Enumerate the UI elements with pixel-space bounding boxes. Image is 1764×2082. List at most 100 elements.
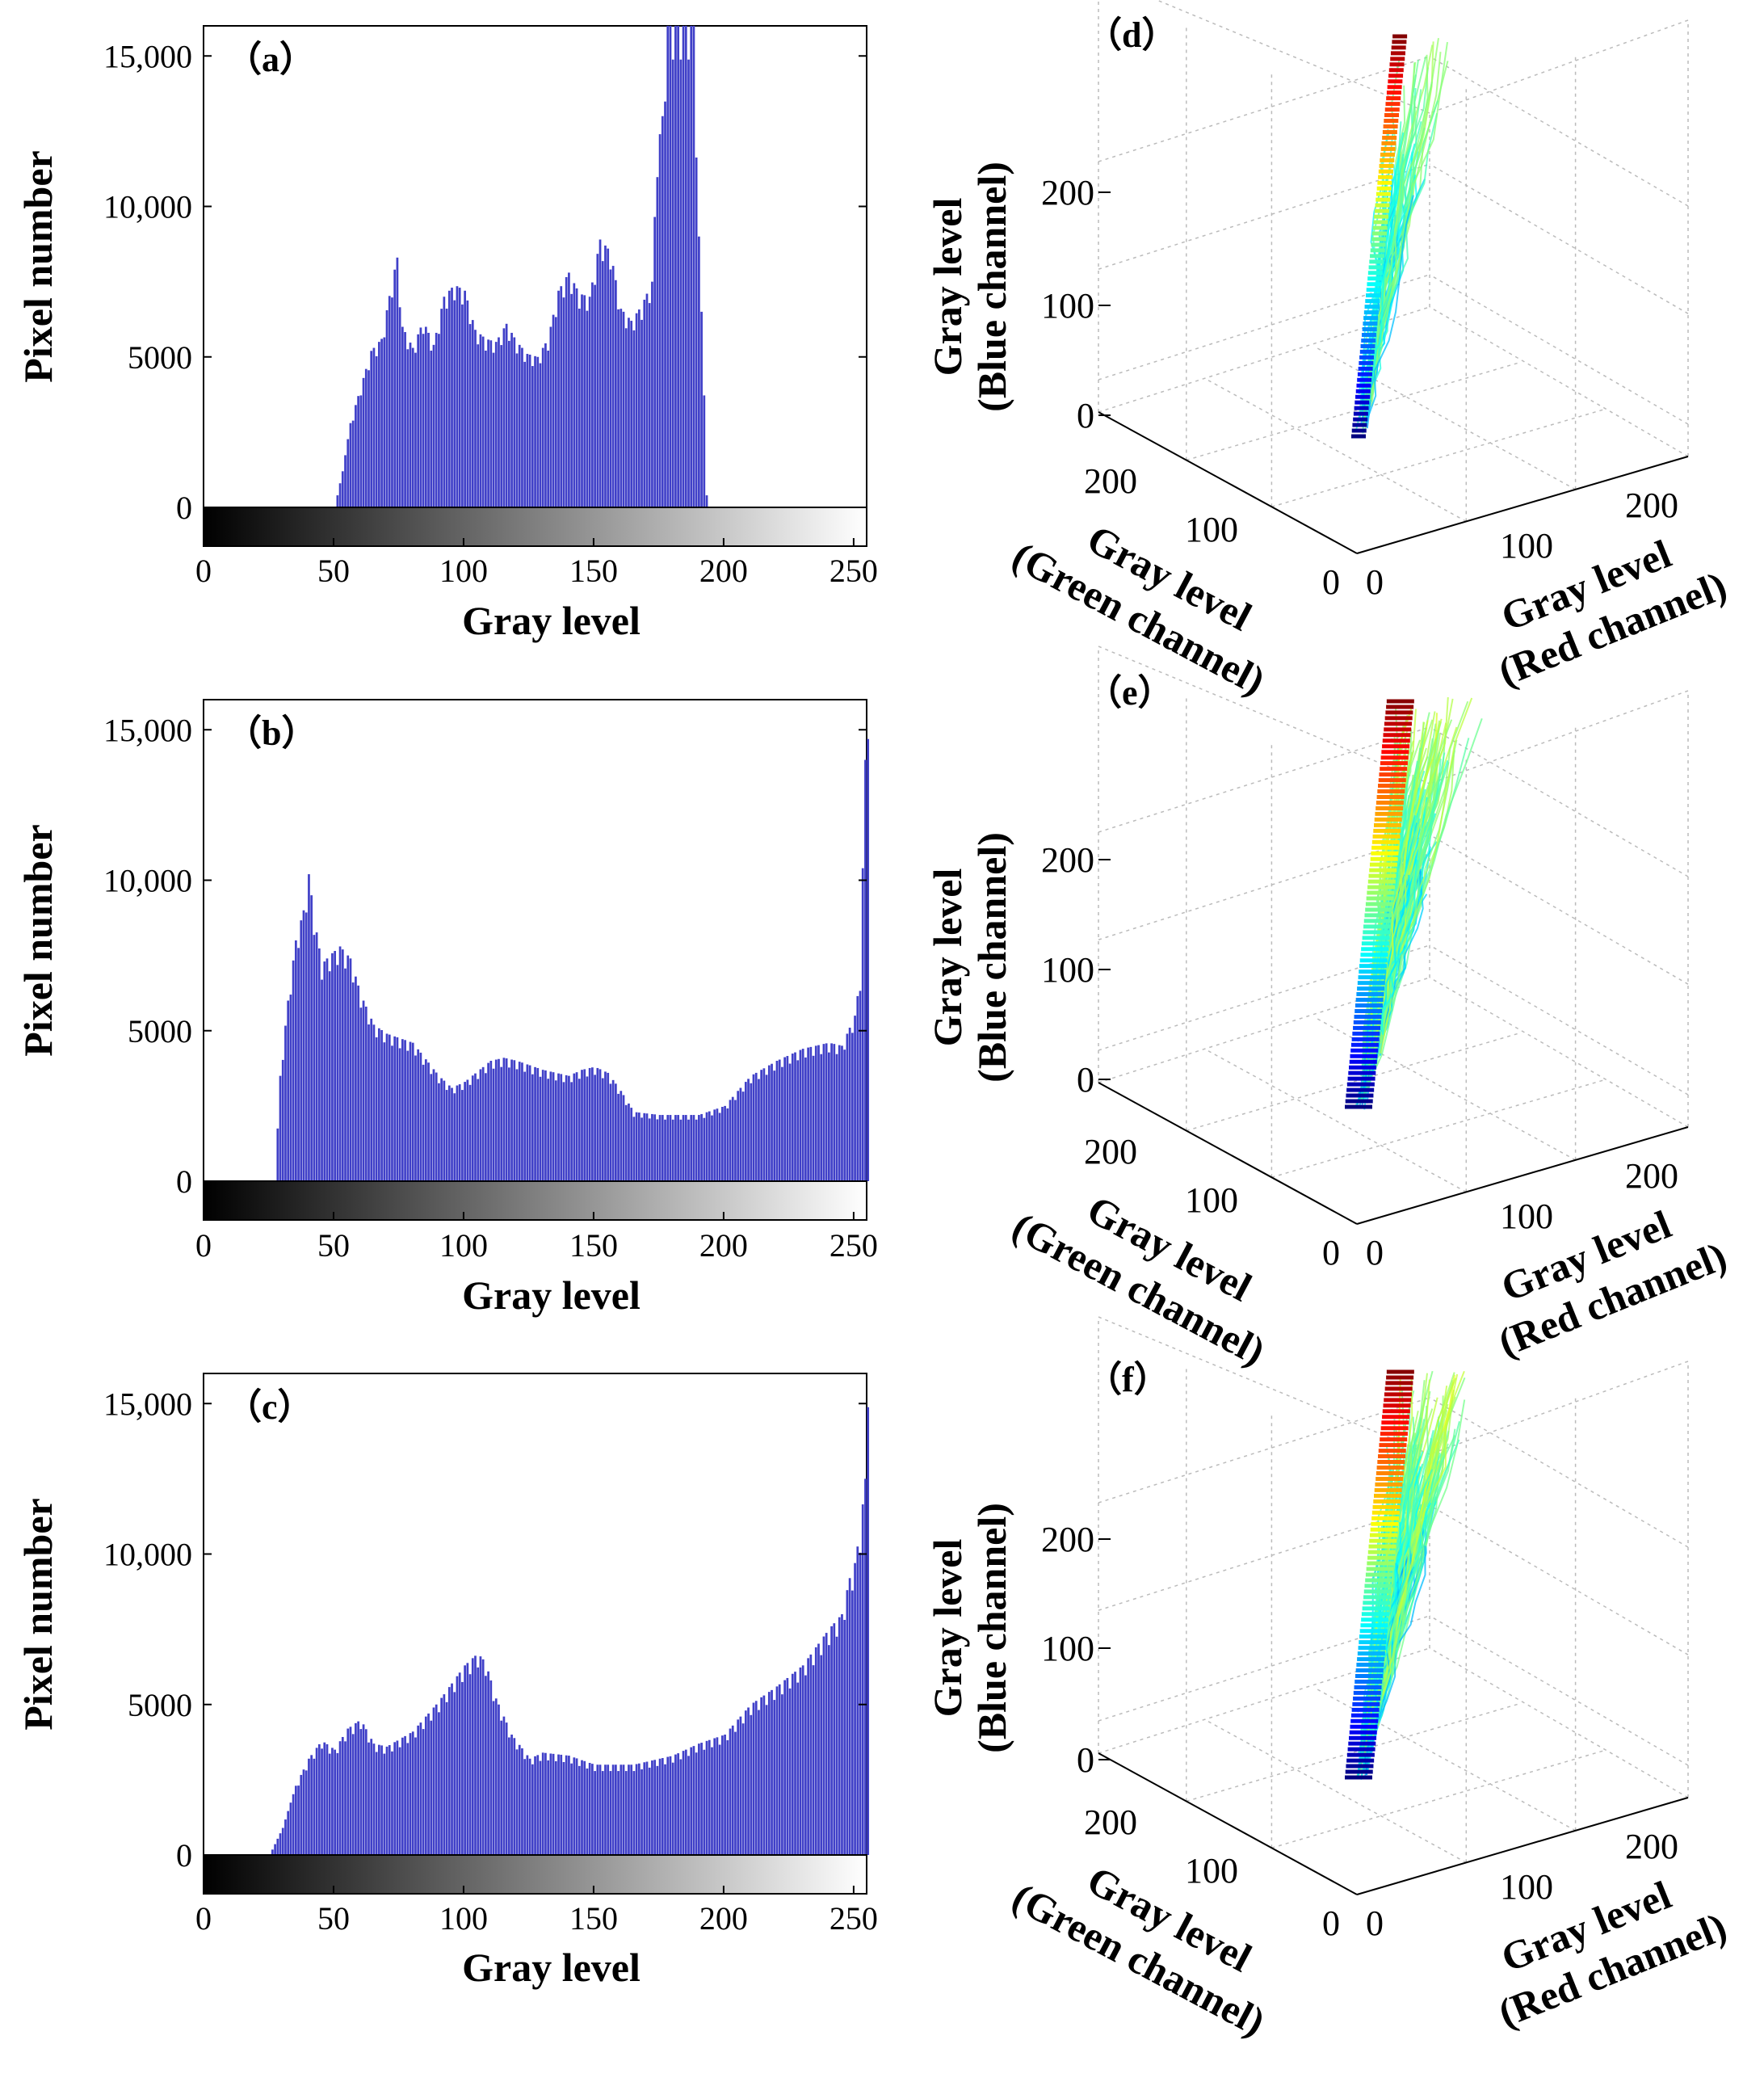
histogram-bar bbox=[598, 239, 602, 507]
histogram-bar bbox=[336, 495, 339, 507]
y-tick-label: 10,000 bbox=[103, 189, 192, 225]
histogram-bar bbox=[586, 310, 589, 507]
x-tick-label: 250 bbox=[830, 553, 878, 589]
y-tick-label: 5000 bbox=[128, 1013, 192, 1049]
histogram-bar bbox=[289, 1802, 292, 1855]
histogram-bar bbox=[804, 1057, 807, 1181]
point-cloud bbox=[1345, 1369, 1466, 1780]
x-tick-label: 200 bbox=[699, 553, 748, 589]
grayscale-colorbar bbox=[203, 1854, 867, 1895]
histogram-bar bbox=[560, 1074, 563, 1181]
histogram-bar bbox=[388, 1745, 391, 1855]
histogram-bar bbox=[380, 339, 383, 507]
z-tick-label: 0 bbox=[1077, 1740, 1094, 1780]
histogram-bar bbox=[586, 1768, 589, 1855]
histogram-bar bbox=[313, 1758, 316, 1855]
histogram-bar bbox=[692, 1746, 695, 1855]
histogram-bar bbox=[591, 282, 594, 507]
z-tick-label: 200 bbox=[1041, 173, 1094, 212]
histogram-bar bbox=[705, 1740, 708, 1855]
histogram-bar bbox=[396, 1037, 399, 1181]
histogram-bar bbox=[754, 1701, 758, 1855]
histogram-bar bbox=[411, 1042, 414, 1181]
histogram-bar bbox=[398, 1048, 401, 1181]
histogram-bar bbox=[541, 347, 544, 507]
x-tick-label: 100 bbox=[439, 553, 488, 589]
histogram-bar bbox=[409, 1733, 412, 1855]
histogram-bar bbox=[758, 1710, 760, 1855]
green-axis bbox=[1098, 1082, 1358, 1225]
histogram-bar bbox=[578, 1079, 581, 1181]
histogram-bar bbox=[804, 1675, 807, 1855]
histogram-bar bbox=[406, 1743, 410, 1855]
histogram-bar bbox=[456, 1085, 459, 1181]
histogram-bar bbox=[422, 334, 425, 507]
histogram-bar bbox=[617, 1771, 620, 1855]
histogram-bar bbox=[562, 1761, 565, 1855]
histogram-bar bbox=[364, 368, 368, 507]
histogram-bar bbox=[822, 1636, 825, 1855]
histogram-bar bbox=[721, 1106, 724, 1181]
histogram-bar bbox=[568, 1075, 570, 1181]
grid-line bbox=[1317, 1689, 1576, 1832]
grid-line bbox=[1186, 1033, 1518, 1132]
histogram-bar bbox=[515, 1069, 519, 1181]
histogram-bar bbox=[700, 311, 703, 507]
grid-line bbox=[1271, 1750, 1603, 1849]
histogram-bar bbox=[326, 958, 329, 1181]
histogram-bar bbox=[344, 455, 346, 507]
histogram-bar bbox=[664, 1764, 666, 1855]
histogram-bar bbox=[578, 309, 581, 507]
histogram-bar bbox=[773, 1700, 776, 1855]
y-tick-label: 0 bbox=[176, 1163, 192, 1200]
histogram-bar bbox=[359, 1007, 363, 1181]
histogram-bar bbox=[841, 1045, 843, 1181]
histogram-bar bbox=[507, 1737, 510, 1855]
histogram-bar bbox=[724, 1735, 726, 1855]
histogram-bar bbox=[474, 1655, 477, 1855]
histogram-bar bbox=[487, 1671, 489, 1855]
x-tick-label: 0 bbox=[195, 1227, 212, 1264]
histogram-bar bbox=[807, 1047, 809, 1181]
histogram-bar bbox=[344, 968, 346, 1181]
histogram-bar bbox=[653, 217, 657, 507]
histogram-bar bbox=[734, 1731, 737, 1855]
histogram-bar bbox=[637, 1763, 640, 1855]
histogram-bar bbox=[594, 284, 596, 507]
histogram-bar bbox=[510, 332, 513, 507]
histogram-chart-b: 0 5000 10,000 15,000 0 50 100 150 200 250 Gray lev… bbox=[15, 699, 878, 1318]
histogram-bar bbox=[583, 295, 586, 507]
grid-line bbox=[1429, 56, 1689, 207]
histogram-bar bbox=[547, 1079, 550, 1181]
histogram-bar bbox=[417, 1049, 420, 1181]
histogram-bar bbox=[468, 1084, 472, 1181]
histogram-bar bbox=[351, 1734, 355, 1855]
x-tick-label: 200 bbox=[699, 1900, 748, 1937]
histogram-bar bbox=[726, 1108, 729, 1181]
grid-line bbox=[1429, 274, 1689, 425]
histogram-bar bbox=[671, 1762, 674, 1855]
histogram-bar bbox=[565, 277, 568, 507]
histogram-bar bbox=[604, 1071, 607, 1181]
histogram-bar bbox=[284, 1025, 287, 1181]
histogram-bar bbox=[531, 366, 534, 507]
x-tick-label: 50 bbox=[317, 1227, 350, 1264]
histogram-bar bbox=[817, 1643, 820, 1855]
histogram-bar bbox=[581, 294, 583, 507]
histogram-bar bbox=[396, 257, 399, 507]
histogram-bar bbox=[424, 1716, 427, 1855]
histogram-bar bbox=[372, 1743, 376, 1855]
histogram-bar bbox=[362, 1000, 365, 1181]
histogram-bar bbox=[835, 1636, 838, 1855]
histogram-bar bbox=[494, 342, 498, 507]
histogram-bar bbox=[666, 26, 670, 507]
histogram-bar bbox=[651, 1113, 653, 1181]
histogram-bar bbox=[854, 1563, 856, 1855]
histogram-bar bbox=[825, 1633, 828, 1855]
histogram-bar bbox=[544, 1070, 547, 1181]
histogram-bar bbox=[598, 1069, 602, 1181]
histogram-bar bbox=[528, 354, 531, 507]
histogram-bar bbox=[401, 326, 404, 507]
green-tick-label: 200 bbox=[1084, 1802, 1137, 1842]
